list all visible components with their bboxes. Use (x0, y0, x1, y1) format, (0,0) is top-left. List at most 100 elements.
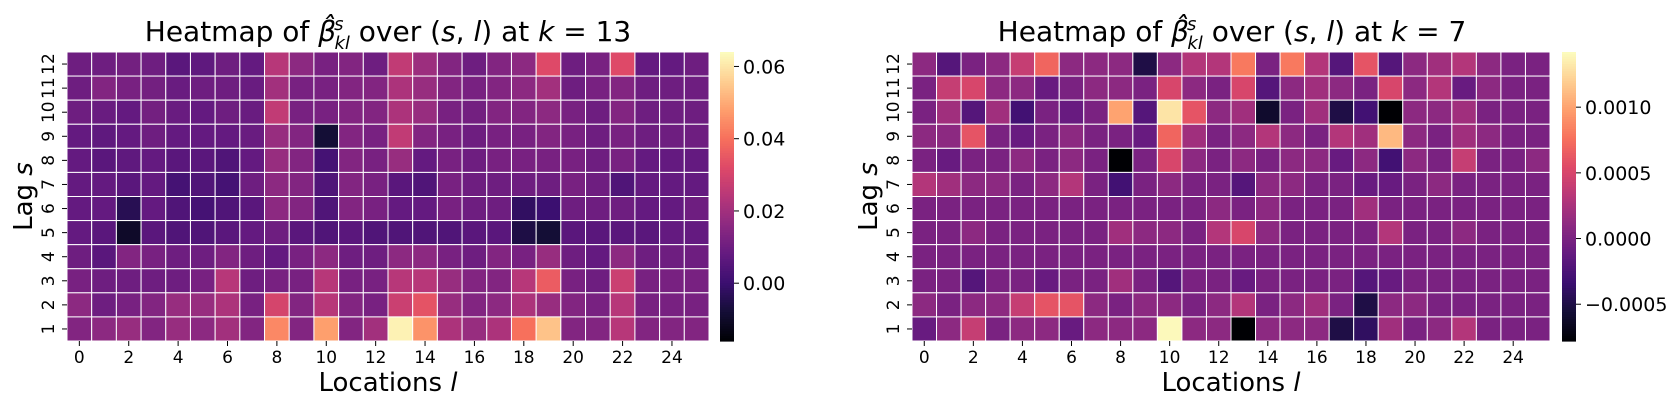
y-tick-label: 3 (39, 275, 59, 286)
colorbar-segment (1562, 179, 1576, 183)
heatmap-cell (1255, 268, 1281, 294)
heatmap-cell (412, 147, 438, 173)
heatmap-cell (634, 51, 661, 77)
heatmap-cell (412, 123, 438, 149)
colorbar-segment (720, 167, 734, 171)
heatmap-cell (911, 171, 938, 197)
heatmap-cell (436, 99, 463, 125)
heatmap-cell (66, 171, 93, 197)
colorbar-segment (720, 263, 734, 267)
title-text: = 13 (554, 15, 631, 48)
heatmap-cell (585, 196, 611, 222)
heatmap-cell (911, 99, 938, 125)
heatmap-cell (362, 75, 389, 101)
heatmap-cell (214, 196, 241, 222)
heatmap-cell (288, 196, 315, 222)
colorbar-segment (1562, 268, 1576, 272)
heatmap-cell (1328, 220, 1355, 246)
heatmap-cell (140, 75, 167, 101)
heatmap-cell (239, 268, 266, 294)
x-tick-label: 10 (1159, 348, 1181, 368)
colorbar-segment (1562, 235, 1576, 239)
colorbar-segment (1562, 220, 1576, 224)
heatmap-cell (486, 316, 512, 342)
heatmap-cell (1009, 196, 1036, 222)
heatmap-cell (1230, 220, 1257, 246)
heatmap-cell (91, 171, 117, 197)
colorbar-segment (1562, 247, 1576, 251)
heatmap-cell (960, 99, 987, 125)
colorbar-segment (1562, 232, 1576, 236)
heatmap-cell (338, 51, 364, 77)
colorbar-segment (720, 107, 734, 111)
heatmap-cell (683, 292, 710, 318)
heatmap-cell (1034, 268, 1060, 294)
heatmap-cell (1279, 244, 1306, 270)
heatmap-cell (1132, 220, 1158, 246)
y-tick-label: 4 (39, 251, 59, 262)
heatmap-cell (683, 51, 710, 77)
heatmap-cell (634, 244, 661, 270)
colorbar-segment (1562, 227, 1576, 231)
colorbar-segment (1562, 68, 1576, 72)
colorbar-segment (1562, 100, 1576, 104)
heatmap-cell (1402, 123, 1428, 149)
colorbar-segment (720, 268, 734, 272)
colorbar-segment (1562, 242, 1576, 246)
colorbar-segment (1562, 124, 1576, 128)
heatmap-cell (1328, 123, 1355, 149)
heatmap-cell (140, 268, 167, 294)
colorbar-segment (1562, 328, 1576, 332)
heatmap-cell (1402, 220, 1428, 246)
heatmap-cell (1402, 51, 1428, 77)
colorbar-segment (720, 109, 734, 113)
heatmap-cell (1034, 51, 1060, 77)
colorbar-segment (720, 131, 734, 135)
heatmap-cell (1181, 196, 1207, 222)
colorbar-segment (1562, 54, 1576, 58)
heatmap-cell (338, 99, 364, 125)
heatmap-cell (1034, 316, 1060, 342)
colorbar-segment (720, 239, 734, 243)
heatmap-cell (1181, 123, 1207, 149)
colorbar-segment (1562, 292, 1576, 296)
colorbar-segment (1562, 97, 1576, 101)
colorbar-segment (720, 189, 734, 193)
heatmap-cell (1377, 244, 1404, 270)
heatmap-cell (1009, 316, 1036, 342)
colorbar-segment (720, 172, 734, 176)
heatmap-cell (91, 123, 117, 149)
colorbar-segment (720, 182, 734, 186)
heatmap-cell (239, 316, 266, 342)
heatmap-cell (239, 123, 266, 149)
heatmap-cell (1058, 51, 1085, 77)
heatmap-cell (1255, 147, 1281, 173)
heatmap-cell (115, 51, 142, 77)
colorbar-segment (1562, 189, 1576, 193)
heatmap-cell (1107, 220, 1134, 246)
colorbar-segment (1562, 213, 1576, 217)
heatmap-cell (91, 316, 117, 342)
heatmap-cell (387, 51, 414, 77)
heatmap-cell (387, 123, 414, 149)
colorbar-segment (1562, 288, 1576, 292)
colorbar-segment (1562, 295, 1576, 299)
heatmap-cell (1328, 292, 1355, 318)
colorbar-segment (1562, 201, 1576, 205)
heatmap-cell (911, 316, 938, 342)
colorbar-segment (720, 244, 734, 248)
colorbar-segment (1562, 112, 1576, 116)
heatmap-cell (288, 292, 315, 318)
heatmap-cell (683, 123, 710, 149)
colorbar-segment (720, 319, 734, 323)
heatmap-cell (585, 123, 611, 149)
heatmap-cell (609, 196, 636, 222)
heatmap-cell (387, 171, 414, 197)
heatmap-cell (936, 292, 962, 318)
heatmap-cell (1009, 220, 1036, 246)
heatmap-cell (609, 147, 636, 173)
colorbar-segment (720, 309, 734, 313)
heatmap-cell (1304, 292, 1330, 318)
heatmap-cell (313, 220, 340, 246)
heatmap-cell (387, 316, 414, 342)
